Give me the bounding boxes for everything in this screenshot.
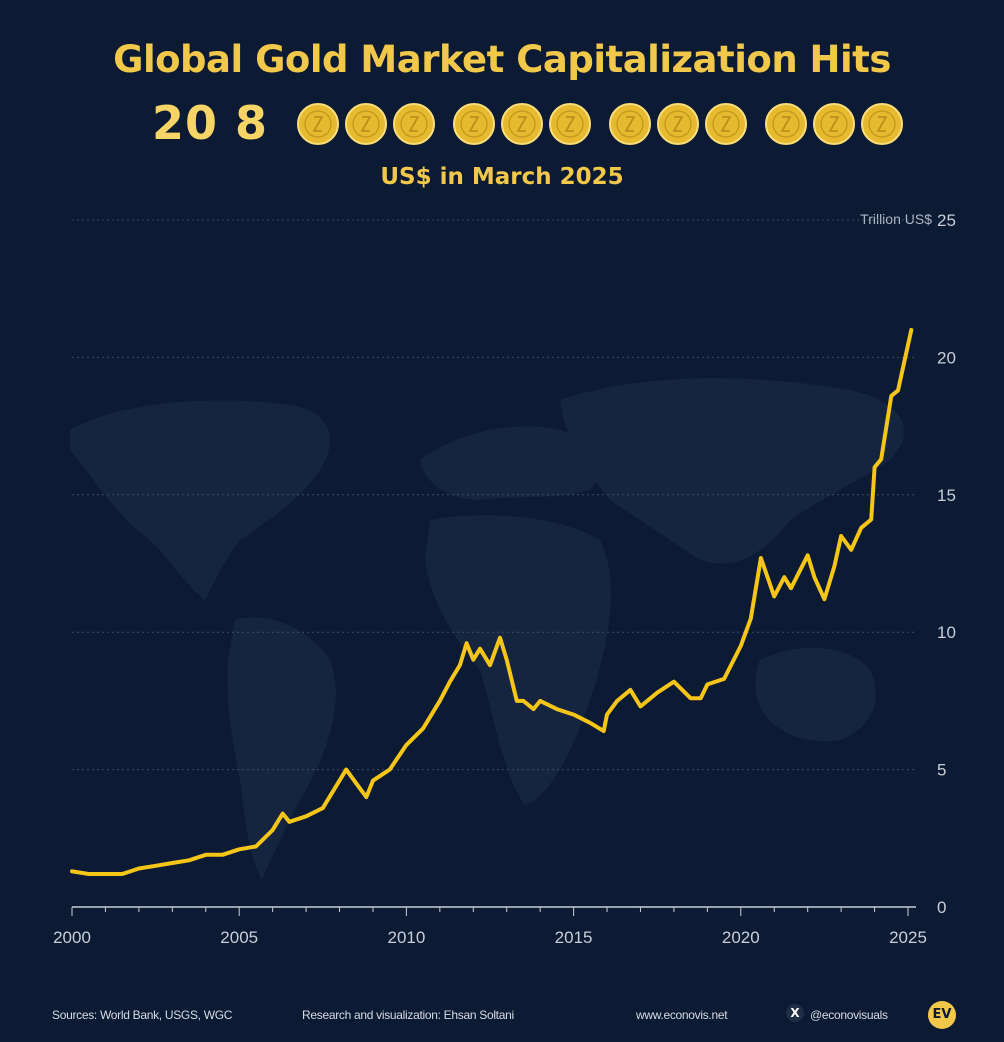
coin-icon-0	[297, 103, 339, 145]
y-axis: 0 5 10 15 20 25	[937, 211, 956, 917]
credit-note: Research and visualization: Ehsan Soltan…	[302, 1008, 514, 1022]
social-handle[interactable]: @econovisuals	[810, 1008, 888, 1022]
coin-icon-9	[765, 103, 807, 145]
x-tick-label-2025: 2025	[889, 928, 927, 947]
x-axis: 2000 2005 2010 2015 2020 2025	[53, 907, 927, 947]
y-tick-label-20: 20	[937, 348, 956, 367]
coin-row	[297, 103, 903, 145]
coin-icon-10	[813, 103, 855, 145]
y-tick-label-5: 5	[937, 761, 946, 780]
grid-lines	[72, 219, 916, 908]
website-link[interactable]: www.econovis.net	[636, 1008, 728, 1022]
coin-icon-7	[657, 103, 699, 145]
coin-icon-8	[705, 103, 747, 145]
world-map-background	[70, 378, 905, 880]
x-tick-label-2015: 2015	[555, 928, 593, 947]
sources-note: Sources: World Bank, USGS, WGC	[52, 1008, 233, 1022]
chart-subtitle: US$ in March 2025	[380, 164, 624, 190]
coin-icon-11	[861, 103, 903, 145]
coin-icon-5	[549, 103, 591, 145]
y-tick-label-15: 15	[937, 486, 956, 505]
big-number: 20 8	[152, 96, 269, 150]
y-axis-unit-label: Trillion US$	[860, 211, 932, 227]
coin-icon-4	[501, 103, 543, 145]
x-tick-label-2000: 2000	[53, 928, 91, 947]
x-tick-label-2020: 2020	[722, 928, 760, 947]
x-tick-label-2010: 2010	[387, 928, 425, 947]
coin-icon-3	[453, 103, 495, 145]
x-icon[interactable]: X	[786, 1004, 804, 1022]
x-tick-label-2005: 2005	[220, 928, 258, 947]
y-tick-label-10: 10	[937, 623, 956, 642]
chart-title: Global Gold Market Capitalization Hits	[113, 38, 891, 81]
econovis-logo: EV	[928, 1001, 956, 1029]
coin-icon-1	[345, 103, 387, 145]
coin-icon-6	[609, 103, 651, 145]
y-tick-label-0: 0	[937, 898, 946, 917]
series-line	[70, 327, 914, 876]
coin-icon-2	[393, 103, 435, 145]
y-tick-label-25: 25	[937, 211, 956, 230]
